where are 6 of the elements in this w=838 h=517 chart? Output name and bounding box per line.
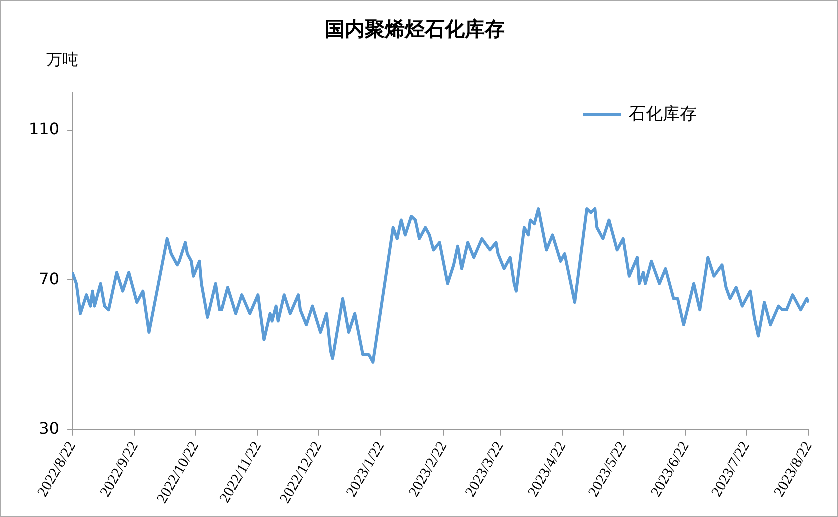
legend-label: 石化库存 bbox=[629, 104, 697, 124]
y-tick-label: 110 bbox=[28, 120, 60, 139]
chart-title: 国内聚烯烃石化库存 bbox=[325, 17, 505, 42]
y-axis-title: 万吨 bbox=[46, 50, 79, 70]
y-tick-label: 70 bbox=[39, 269, 60, 288]
y-tick-label: 30 bbox=[39, 418, 60, 438]
